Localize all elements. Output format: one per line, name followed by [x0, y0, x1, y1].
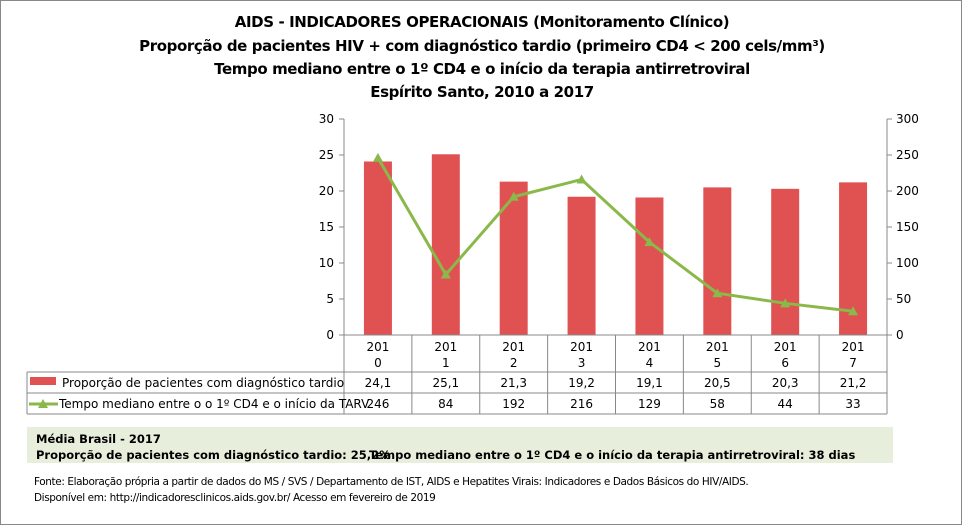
line-value-2013: 216: [570, 397, 593, 411]
category-label-2012-b: 2: [510, 356, 518, 370]
media-item-proportion: Proporção de pacientes com diagnóstico t…: [36, 448, 391, 462]
line-value-2012: 192: [502, 397, 525, 411]
left-tick-label: 25: [319, 148, 334, 162]
chart-title-3: Tempo mediano entre o 1º CD4 e o início …: [214, 60, 750, 78]
legend-bar-swatch: [30, 377, 56, 385]
right-tick-label: 250: [896, 148, 919, 162]
chart-title-2: Proporção de pacientes HIV + com diagnós…: [139, 37, 825, 55]
line-point-2015: [712, 288, 723, 298]
chart-title-1: AIDS - INDICADORES OPERACIONAIS (Monitor…: [234, 13, 730, 31]
bar-value-2010: 24,1: [365, 376, 392, 390]
category-label-2016-a: 201: [774, 340, 797, 354]
category-label-2010-a: 201: [366, 340, 389, 354]
line-value-2011: 84: [438, 397, 453, 411]
category-label-2010-b: 0: [374, 356, 382, 370]
availability-note: Disponível em: http://indicadoresclinico…: [34, 492, 436, 504]
line-series: [376, 157, 854, 313]
bar-2014: [635, 197, 664, 335]
bar-value-2017: 21,2: [840, 376, 867, 390]
line-value-2016: 44: [778, 397, 793, 411]
category-label-2013-a: 201: [570, 340, 593, 354]
legend-bar-label: Proporção de pacientes com diagnóstico t…: [62, 376, 344, 390]
left-tick-label: 30: [319, 112, 334, 126]
line-point-2010: [372, 152, 383, 162]
category-label-2011-b: 1: [442, 356, 450, 370]
bar-2016: [771, 188, 800, 335]
line-point-2011: [440, 269, 451, 279]
left-tick-label: 15: [319, 220, 334, 234]
line-value-2015: 58: [710, 397, 725, 411]
category-label-2017-a: 201: [842, 340, 865, 354]
right-tick-label: 50: [896, 292, 911, 306]
line-point-2016: [780, 298, 791, 308]
line-point-2017: [848, 306, 859, 316]
bar-2015: [703, 187, 732, 335]
brazil-average-box: Média Brasil - 2017 Proporção de pacient…: [27, 427, 893, 463]
category-label-2014-b: 4: [646, 356, 654, 370]
category-label-2012-a: 201: [502, 340, 525, 354]
category-label-2017-b: 7: [849, 356, 857, 370]
source-note: Fonte: Elaboração própria a partir de da…: [34, 476, 749, 488]
right-tick-label: 150: [896, 220, 919, 234]
left-tick-label: 20: [319, 184, 334, 198]
right-tick-label: 0: [896, 328, 904, 342]
bar-value-2015: 20,5: [704, 376, 731, 390]
line-value-2017: 33: [845, 397, 860, 411]
bar-2013: [567, 196, 596, 335]
legend-line-marker: [38, 399, 48, 408]
category-label-2013-b: 3: [578, 356, 586, 370]
category-label-2015-b: 5: [713, 356, 721, 370]
left-tick-label: 10: [319, 256, 334, 270]
bar-2011: [431, 154, 460, 335]
line-value-2010: 246: [366, 397, 389, 411]
category-label-2011-a: 201: [434, 340, 457, 354]
category-label-2015-a: 201: [706, 340, 729, 354]
bar-value-2011: 25,1: [432, 376, 459, 390]
left-tick-label: 0: [326, 328, 334, 342]
legend-line-label: Tempo mediano entre o o 1º CD4 e o iníci…: [58, 397, 370, 411]
right-tick-label: 200: [896, 184, 919, 198]
left-tick-label: 5: [326, 292, 334, 306]
media-item-time: Tempo mediano entre o 1º CD4 e o início …: [369, 448, 856, 462]
bar-value-2016: 20,3: [772, 376, 799, 390]
line-point-2013: [576, 174, 587, 184]
line-point-2012: [508, 191, 519, 201]
bar-value-2012: 21,3: [500, 376, 527, 390]
chart-title-4: Espírito Santo, 2010 a 2017: [370, 83, 594, 101]
category-label-2016-b: 6: [781, 356, 789, 370]
line-point-2014: [644, 237, 655, 247]
category-label-2014-a: 201: [638, 340, 661, 354]
bar-2010: [363, 161, 392, 335]
bar-value-2014: 19,1: [636, 376, 663, 390]
bar-value-2013: 19,2: [568, 376, 595, 390]
media-title: Média Brasil - 2017: [36, 432, 161, 446]
combo-chart: 0510152025300501001502002503002010201120…: [26, 112, 919, 415]
right-tick-label: 300: [896, 112, 919, 126]
right-tick-label: 100: [896, 256, 919, 270]
line-value-2014: 129: [638, 397, 661, 411]
bar-2012: [499, 181, 528, 335]
